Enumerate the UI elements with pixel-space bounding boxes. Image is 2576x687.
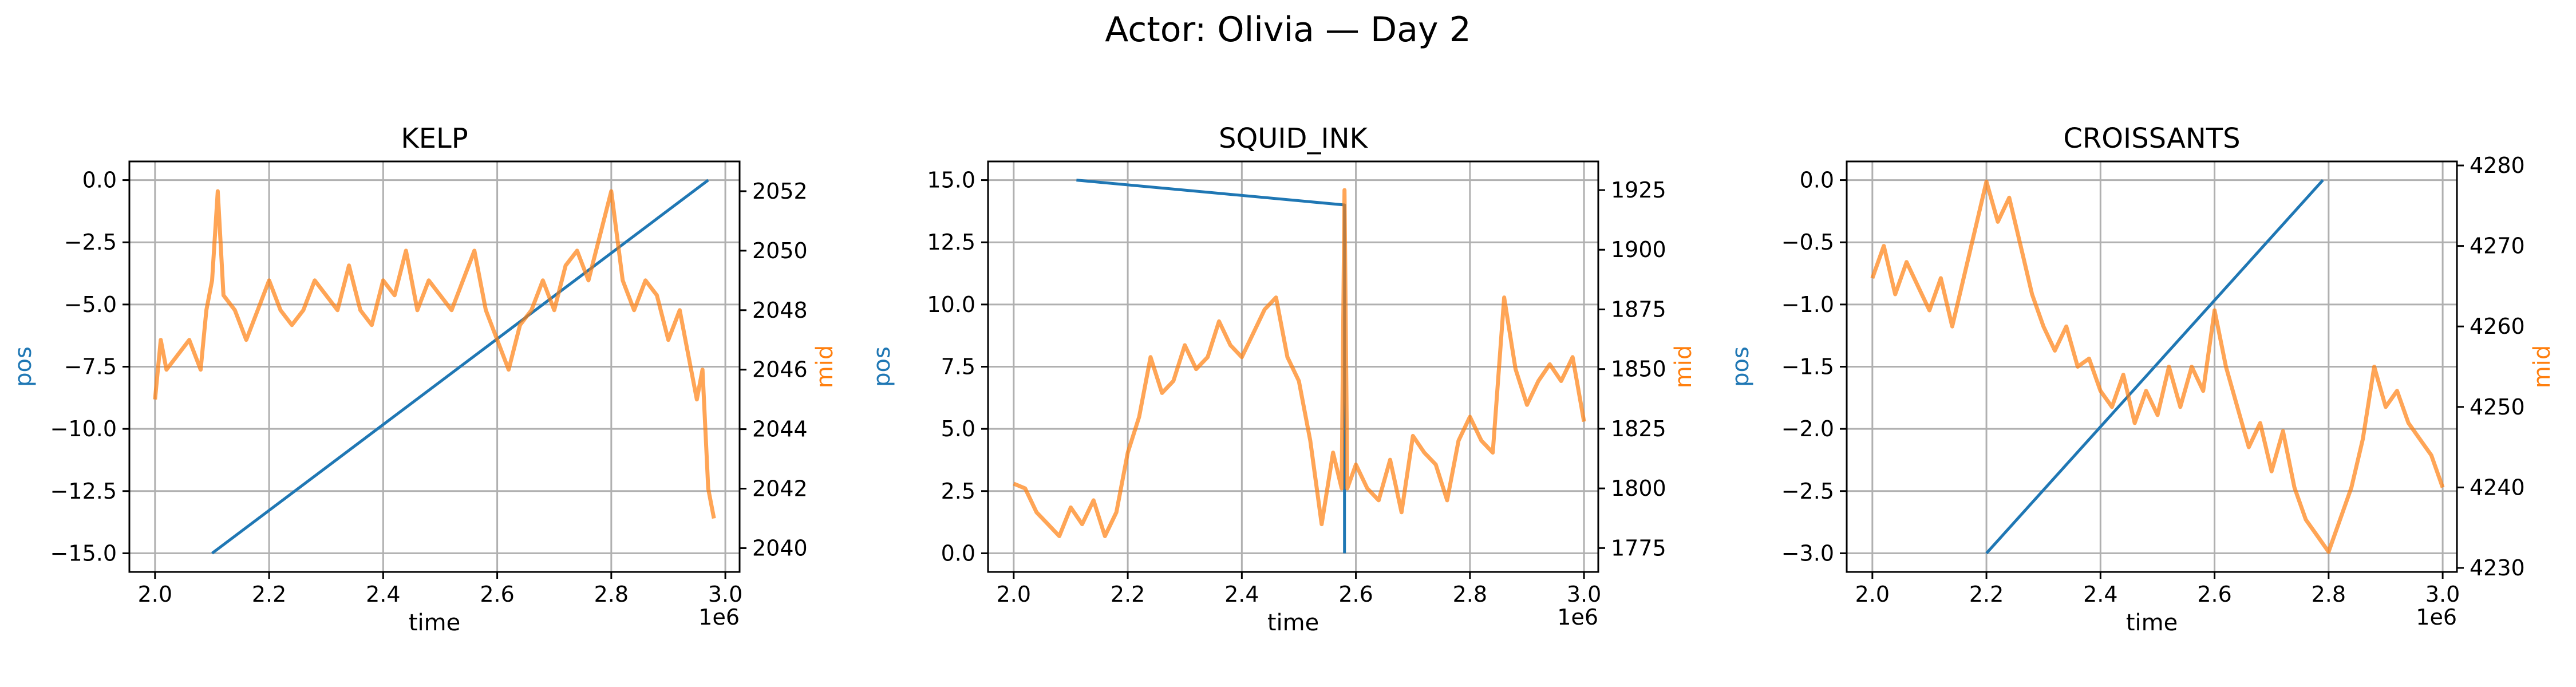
subplots: 2.0 2.2 2.4 2.6 2.8 3.0 0.0 −2.5 −5.0 −7.5 −10.0 −1… [10, 123, 2555, 636]
x-tick-label: 2.0 [138, 582, 172, 607]
y-right-tick-label: 1925 [1611, 177, 1666, 203]
y-right-tick-label: 2050 [752, 238, 808, 263]
y-right-tick-label: 4260 [2470, 314, 2525, 339]
x-tick-label: 3.0 [708, 582, 742, 607]
x-tick-label: 3.0 [1567, 582, 1601, 607]
y-left-tick-label: −10.0 [50, 416, 117, 441]
y-left-tick-label: 15.0 [927, 168, 975, 193]
x-offset-label: 1e6 [698, 605, 740, 630]
subplot-croissants: 2.0 2.2 2.4 2.6 2.8 3.0 0.0 −0.5 −1.0 −1.5 −2.0 −2.… [1728, 123, 2555, 636]
subplot-squid-ink: 2.0 2.2 2.4 2.6 2.8 3.0 0.0 2.5 5.0 7.5 10.0 12.5 15… [869, 123, 1697, 636]
y-left-tick-label: −15.0 [50, 540, 117, 566]
x-tick-label: 2.6 [2197, 582, 2231, 607]
y-right-tick-label: 1825 [1611, 416, 1666, 441]
series-pos-line [1985, 179, 2324, 555]
y-left-tick-label: −1.5 [1781, 354, 1834, 380]
y-left-tick-label: 5.0 [941, 416, 975, 441]
x-tick-label: 2.2 [1969, 582, 2004, 607]
subplot-kelp: 2.0 2.2 2.4 2.6 2.8 3.0 0.0 −2.5 −5.0 −7.5 −10.0 −1… [10, 123, 838, 636]
y-right-tick-label: 1875 [1611, 297, 1666, 322]
y-right-tick-label: 1850 [1611, 357, 1666, 382]
x-tick-label: 2.0 [997, 582, 1031, 607]
y-right-tick-label: 2042 [752, 476, 808, 502]
y-right-tick-label: 4250 [2470, 394, 2525, 420]
x-tick-label: 2.4 [1224, 582, 1259, 607]
y-right-tick-label: 4230 [2470, 555, 2525, 581]
y-left-tick-label: 0.0 [82, 168, 117, 193]
x-tick-label: 2.2 [252, 582, 286, 607]
y-left-tick-label: −2.0 [1781, 416, 1834, 441]
series-mid-line [1870, 179, 2445, 554]
y-right-tick-label: 1900 [1611, 237, 1666, 262]
y-left-tick-label: 0.0 [1800, 168, 1834, 193]
series-mid-line [1013, 188, 1586, 538]
y-left-tick-label: −2.5 [64, 230, 117, 255]
y-right-tick-label: 2052 [752, 179, 808, 204]
x-axis-label: time [1267, 610, 1319, 636]
series-pos-line [211, 179, 709, 555]
y-left-tick-label: −5.0 [64, 292, 117, 317]
y-right-axis-label: mid [2529, 345, 2555, 388]
x-tick-label: 2.8 [594, 582, 629, 607]
x-tick-label: 2.2 [1111, 582, 1145, 607]
x-tick-label: 2.6 [1338, 582, 1373, 607]
y-left-tick-label: 2.5 [941, 479, 975, 504]
y-right-axis-label: mid [812, 345, 838, 388]
x-tick-label: 2.4 [366, 582, 400, 607]
y-right-tick-label: 1775 [1611, 535, 1666, 560]
y-left-tick-label: 12.5 [927, 230, 975, 255]
x-tick-label: 3.0 [2425, 582, 2460, 607]
y-left-axis-label: pos [10, 346, 37, 387]
y-right-tick-label: 2046 [752, 357, 808, 382]
y-right-tick-label: 4240 [2470, 475, 2525, 500]
y-left-tick-label: −1.0 [1781, 292, 1834, 317]
x-offset-label: 1e6 [2416, 605, 2457, 630]
y-left-tick-label: −0.5 [1781, 230, 1834, 255]
y-left-tick-label: −2.5 [1781, 479, 1834, 504]
y-right-tick-label: 4280 [2470, 153, 2525, 178]
y-right-axis-label: mid [1670, 345, 1697, 388]
y-right-tick-label: 2048 [752, 298, 808, 323]
y-left-tick-label: 7.5 [941, 354, 975, 380]
y-right-tick-label: 2044 [752, 417, 808, 442]
y-left-axis-label: pos [869, 346, 895, 387]
y-right-tick-label: 2040 [752, 535, 808, 560]
y-right-tick-label: 1800 [1611, 476, 1666, 501]
figure-title: Actor: Olivia — Day 2 [1105, 10, 1471, 50]
y-left-axis-label: pos [1728, 346, 1754, 387]
y-left-tick-label: −3.0 [1781, 540, 1834, 566]
subplot-title: KELP [401, 123, 468, 155]
subplot-title: SQUID_INK [1219, 123, 1369, 155]
x-tick-label: 2.8 [2312, 582, 2346, 607]
y-left-tick-label: 10.0 [927, 292, 975, 317]
y-left-tick-label: 0.0 [941, 540, 975, 566]
x-axis-label: time [409, 610, 460, 636]
series-mid-line [153, 189, 716, 519]
x-tick-label: 2.8 [1453, 582, 1487, 607]
x-offset-label: 1e6 [1557, 605, 1598, 630]
y-left-tick-label: −12.5 [50, 479, 117, 504]
y-left-tick-label: −7.5 [64, 354, 117, 380]
subplot-title: CROISSANTS [2063, 123, 2240, 155]
x-tick-label: 2.6 [480, 582, 514, 607]
x-tick-label: 2.0 [1855, 582, 1890, 607]
y-right-tick-label: 4270 [2470, 234, 2525, 259]
x-axis-label: time [2126, 610, 2178, 636]
x-tick-label: 2.4 [2083, 582, 2117, 607]
